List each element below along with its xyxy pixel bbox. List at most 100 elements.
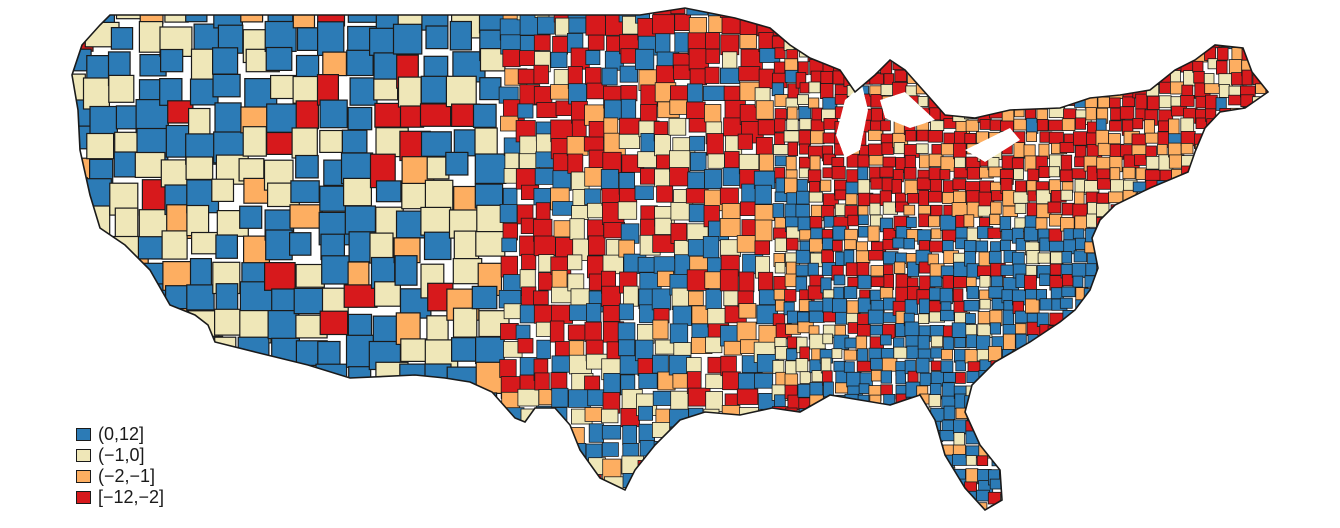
county-cell — [1035, 504, 1050, 510]
county-cell — [1048, 49, 1062, 62]
county-cell — [1252, 34, 1267, 46]
county-cell — [1061, 286, 1076, 298]
county-cell — [907, 36, 922, 50]
county-cell — [705, 391, 724, 412]
county-cell — [943, 493, 955, 509]
county-cell — [869, 394, 882, 407]
county-cell — [1266, 469, 1268, 486]
county-cell — [516, 443, 535, 466]
county-cell — [1095, 372, 1111, 385]
county-cell — [1229, 418, 1245, 432]
county-cell — [1097, 348, 1111, 362]
county-cell — [917, 335, 930, 350]
county-cell — [1169, 225, 1185, 242]
county-cell — [1147, 60, 1164, 73]
county-cell — [774, 132, 785, 147]
county-cell — [1267, 10, 1268, 24]
county-cell — [1254, 408, 1268, 426]
county-cell — [858, 501, 875, 510]
county-cell — [1205, 322, 1222, 337]
county-cell — [536, 422, 560, 442]
county-cell — [1086, 335, 1097, 351]
county-cell — [787, 141, 799, 157]
county-cell — [474, 183, 504, 209]
county-cell — [1012, 46, 1026, 62]
county-cell — [1060, 323, 1072, 335]
county-cell — [783, 504, 796, 510]
county-cell — [870, 518, 884, 528]
county-cell — [796, 190, 810, 205]
county-cell — [136, 386, 167, 413]
county-cell — [1085, 107, 1097, 121]
county-cell — [551, 387, 569, 408]
county-cell — [978, 61, 990, 75]
county-cell — [1121, 469, 1137, 483]
county-cell — [785, 443, 798, 457]
county-cell — [785, 467, 802, 479]
county-cell — [551, 355, 571, 373]
county-cell — [621, 455, 644, 475]
county-cell — [686, 357, 702, 374]
county-cell — [1015, 383, 1026, 398]
county-cell — [1253, 143, 1267, 159]
county-cell — [425, 25, 449, 50]
county-cell — [397, 418, 422, 445]
county-cell — [1074, 346, 1086, 361]
county-cell — [1255, 47, 1268, 62]
county-cell — [533, 34, 551, 51]
county-cell — [1073, 492, 1090, 506]
county-cell — [1204, 83, 1220, 94]
county-cell — [786, 455, 800, 468]
county-cell — [1108, 191, 1124, 204]
county-cell — [879, 443, 891, 455]
county-cell — [868, 468, 880, 484]
county-cell — [754, 219, 773, 242]
county-cell — [754, 373, 774, 389]
county-cell — [1120, 454, 1137, 470]
county-cell — [991, 48, 1007, 63]
county-cell — [345, 391, 379, 417]
county-cell — [919, 46, 935, 61]
county-cell — [1169, 347, 1186, 362]
county-cell — [1002, 381, 1015, 396]
county-cell — [883, 34, 895, 49]
county-cell — [822, 97, 838, 111]
county-cell — [844, 239, 857, 250]
county-cell — [1193, 419, 1207, 432]
county-cell — [1122, 493, 1137, 509]
county-cell — [1277, 385, 1287, 400]
county-cell — [943, 372, 958, 383]
county-cell — [1023, 58, 1036, 73]
county-cell — [880, 9, 893, 23]
county-cell — [1013, 70, 1030, 86]
county-cell — [797, 481, 813, 496]
county-cell — [1147, 95, 1160, 110]
county-cell — [755, 100, 774, 120]
county-cell — [1110, 250, 1127, 265]
county-cell — [635, 339, 654, 362]
county-cell — [809, 466, 826, 483]
county-cell — [894, 409, 907, 426]
county-cell — [1157, 143, 1168, 156]
county-cell — [295, 154, 319, 179]
county-cell — [237, 418, 270, 449]
county-cell — [502, 439, 523, 459]
county-cell — [291, 127, 318, 159]
county-cell — [1047, 393, 1063, 405]
county-cell — [1131, 144, 1147, 156]
county-cell — [1047, 492, 1064, 504]
county-cell — [808, 81, 821, 94]
county-cell — [991, 518, 1002, 528]
county-cell — [821, 430, 835, 446]
county-cell — [552, 36, 568, 55]
county-cell — [808, 444, 821, 456]
county-cell — [1169, 46, 1186, 61]
county-cell — [1180, 35, 1192, 49]
county-cell — [892, 8, 906, 15]
county-cell — [954, 25, 968, 41]
county-cell — [785, 8, 799, 15]
county-cell — [808, 97, 820, 109]
county-cell — [1048, 370, 1066, 387]
county-cell — [503, 475, 524, 491]
